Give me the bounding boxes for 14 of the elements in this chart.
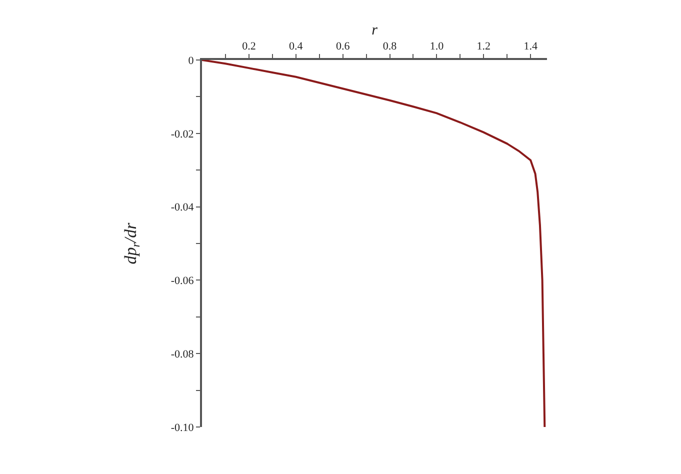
y-tick-label: -0.08 xyxy=(170,348,194,360)
x-tick-label: 0.8 xyxy=(382,40,398,53)
x-tick-label: 0.2 xyxy=(242,40,256,53)
x-tick-label: 0.4 xyxy=(289,40,304,53)
y-tick-label: -0.10 xyxy=(170,422,194,434)
x-tick-label: 1.2 xyxy=(476,40,491,53)
x-tick-label: 1.0 xyxy=(430,40,444,53)
y-tick-label: -0.04 xyxy=(170,202,194,214)
x-axis-title: r xyxy=(372,22,378,38)
y-tick-label: -0.02 xyxy=(170,128,194,140)
x-tick-label: 1.4 xyxy=(524,40,538,53)
x-tick-label: 0.6 xyxy=(336,40,350,53)
y-tick-label: 0 xyxy=(188,54,194,67)
y-tick-label: -0.06 xyxy=(170,275,194,288)
